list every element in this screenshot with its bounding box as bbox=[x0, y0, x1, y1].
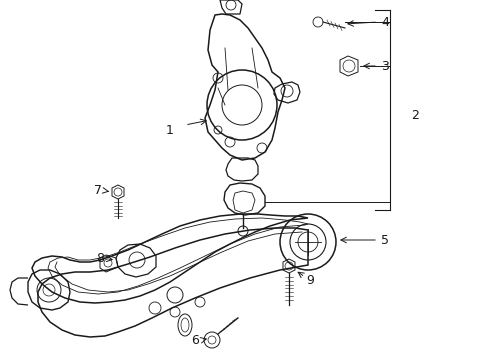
Text: 4: 4 bbox=[381, 15, 389, 28]
Text: 6: 6 bbox=[191, 333, 199, 346]
Text: 7: 7 bbox=[94, 184, 102, 197]
Text: 2: 2 bbox=[411, 108, 419, 122]
Text: 9: 9 bbox=[306, 274, 314, 287]
Text: 3: 3 bbox=[381, 59, 389, 72]
Text: 5: 5 bbox=[381, 234, 389, 247]
Text: 1: 1 bbox=[166, 123, 174, 136]
Text: 8: 8 bbox=[96, 252, 104, 265]
